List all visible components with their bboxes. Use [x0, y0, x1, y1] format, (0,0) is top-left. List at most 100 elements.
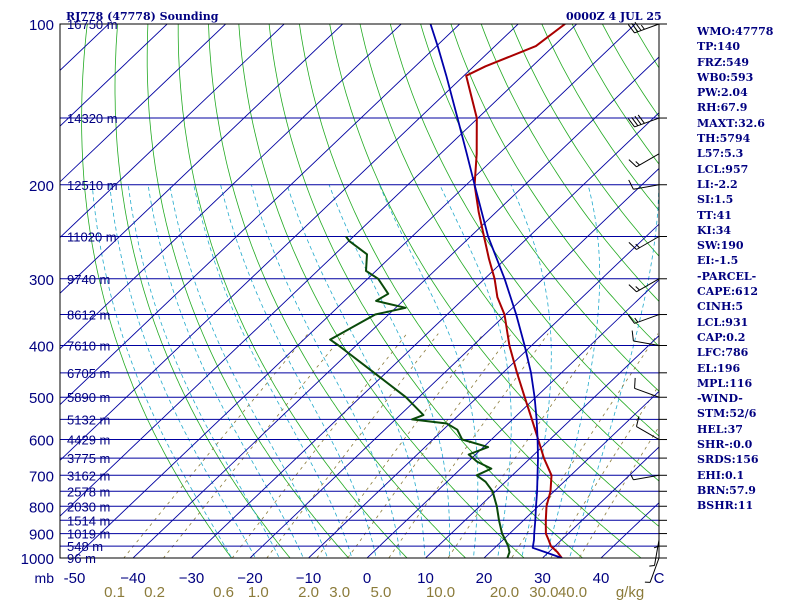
height-label: 3775 m	[67, 451, 110, 466]
height-label: 7610 m	[67, 339, 110, 354]
wind-barb-staff	[649, 557, 660, 583]
wind-barb-half-flag	[630, 474, 634, 481]
sounding-time: 0000Z 4 JUL 25	[566, 10, 662, 23]
wind-barb-flag	[627, 24, 635, 34]
wind-barb	[628, 278, 660, 293]
wind-barb-half-flag	[640, 24, 645, 30]
index-item: KI:34	[697, 223, 732, 237]
isotherm	[307, 223, 659, 558]
mixing-ratio-label: 40.0	[558, 584, 587, 600]
mixing-ratio-line	[347, 333, 512, 558]
temperature-tick-label: 30	[534, 570, 551, 587]
isotherm	[424, 334, 659, 558]
index-item: -PARCEL-	[697, 269, 757, 283]
sounding-profiles	[329, 24, 566, 558]
wind-barb-flag	[634, 377, 636, 389]
height-label: 5890 m	[67, 390, 110, 405]
wind-barb-flag	[628, 179, 634, 190]
index-item: RH:67.9	[697, 101, 748, 115]
isotherm	[483, 390, 659, 558]
mixing-ratio-line	[447, 333, 602, 558]
wind-barb	[631, 330, 660, 346]
moist-adiabat	[568, 184, 659, 558]
isotherm	[60, 24, 285, 239]
height-label: 2578 m	[67, 484, 110, 499]
mixing-ratio-label: 3.0	[329, 584, 350, 600]
isotherm	[132, 56, 659, 558]
temperature-tick-label: −40	[120, 570, 145, 587]
wind-barb-staff	[633, 340, 660, 346]
index-item: EL:196	[697, 361, 741, 375]
mixing-ratio-line	[578, 425, 659, 558]
index-item: CAPE:612	[697, 285, 758, 299]
wind-barb-flag	[637, 114, 645, 124]
wind-barb-half-flag	[635, 161, 640, 166]
mixing-ratio-label: 30.0	[529, 584, 558, 600]
index-item: MPL:116	[697, 376, 753, 390]
mixing-ratio-line	[162, 333, 345, 558]
mixing-ratio-line	[123, 333, 309, 558]
height-label: 96 m	[67, 551, 96, 566]
moist-adiabat	[127, 184, 280, 558]
background-lines	[60, 24, 659, 558]
mixing-ratio-label: 0.2	[144, 584, 165, 600]
moist-adiabat	[379, 184, 479, 558]
wind-barb	[644, 557, 660, 583]
index-item: CAP:0.2	[697, 330, 746, 344]
plot-frame	[59, 23, 667, 559]
moist-adiabat	[147, 184, 304, 558]
moist-adiabat	[91, 184, 233, 558]
plot-border	[59, 23, 660, 559]
mixing-ratio-label: 10.0	[426, 584, 455, 600]
temperature-profile	[465, 24, 566, 558]
index-item: STM:52/6	[697, 407, 757, 421]
wind-barb-staff	[633, 184, 660, 190]
wind-barb-staff	[633, 474, 660, 481]
wind-barb-half-flag	[635, 243, 640, 249]
wind-barb	[634, 377, 660, 398]
index-item: MAXT:32.6	[697, 116, 765, 130]
temperature-tick-label: 0	[363, 570, 371, 587]
index-item: SW:190	[697, 239, 744, 253]
moist-adiabat	[193, 184, 353, 558]
index-item: TH:5794	[697, 132, 751, 146]
height-label: 11020 m	[67, 229, 117, 244]
wind-barb-flag	[634, 115, 642, 125]
moist-adiabat	[286, 184, 426, 558]
mixing-ratio-line	[316, 333, 484, 558]
pressure-unit-label: mb	[35, 570, 55, 586]
index-item: HEL:37	[697, 422, 743, 436]
wind-barb-half-flag	[634, 317, 639, 323]
index-item: LCL:931	[697, 315, 749, 329]
wind-barb-staff	[636, 153, 660, 168]
temperature-tick-label: −20	[237, 570, 262, 587]
height-label: 1514 m	[67, 513, 110, 528]
isotherm	[60, 24, 402, 350]
mixing-ratio-label: 20.0	[490, 584, 519, 600]
moist-adiabat	[510, 184, 552, 558]
temperature-unit-label: C	[654, 570, 665, 587]
index-item: LCL:957	[697, 162, 749, 176]
wind-barb-staff	[634, 387, 660, 398]
indices-panel: WMO:47778 TP:140 FRZ:549 WB0:593 PW:2.04 RH:6…	[697, 24, 773, 514]
pressure-label: 300	[29, 272, 54, 289]
station-title: RJ778 (47778) Sounding	[66, 10, 219, 23]
index-item: LFC:786	[697, 346, 749, 360]
wind-barb	[630, 474, 660, 481]
height-label: 8612 m	[67, 308, 110, 323]
mixing-ratio-label: 0.6	[213, 584, 234, 600]
height-label: 14320 m	[67, 111, 118, 126]
mixing-ratio-unit: g/kg	[616, 584, 644, 600]
isotherm	[60, 24, 344, 294]
temperature-tick-label: −30	[179, 570, 204, 587]
index-item: L57:5.3	[697, 147, 744, 161]
index-item: SRDS:156	[697, 453, 759, 467]
height-label: 1019 m	[67, 527, 110, 542]
mixing-ratio-line	[231, 333, 408, 558]
pressure-label: 200	[29, 178, 54, 195]
moist-adiabat	[169, 184, 329, 558]
pressure-label: 900	[29, 527, 54, 544]
wind-barb	[649, 539, 660, 567]
